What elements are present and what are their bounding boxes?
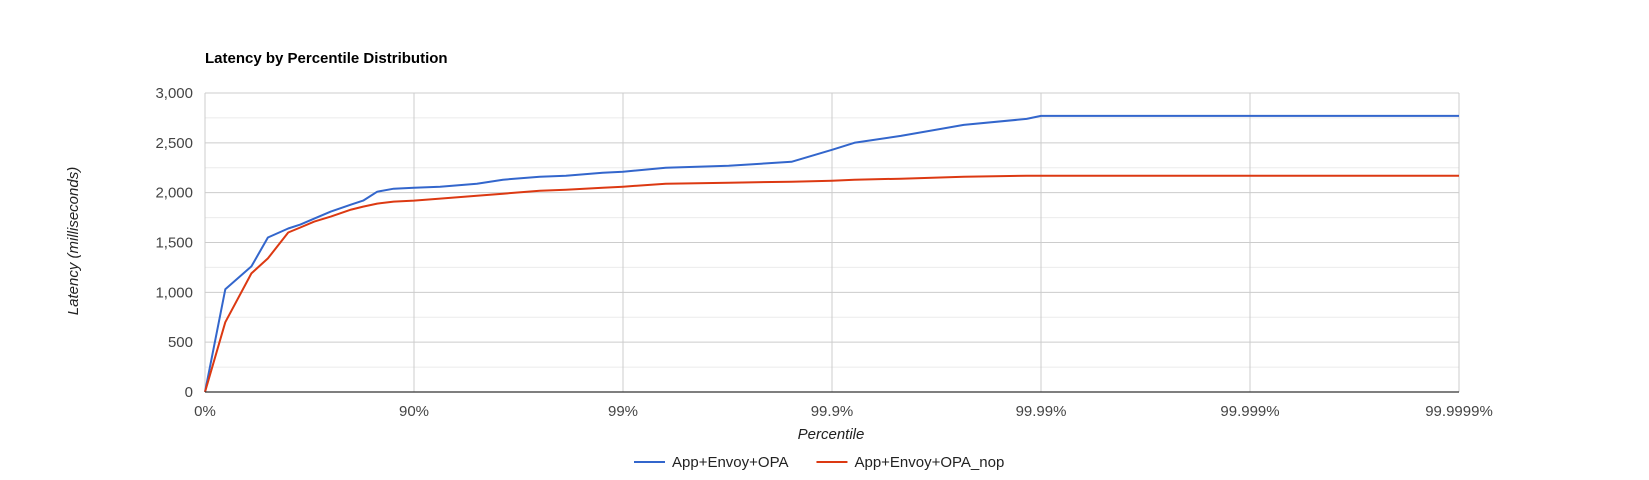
y-tick-label: 500: [168, 334, 193, 351]
x-tick-label: 90%: [399, 403, 429, 420]
legend-label: App+Envoy+OPA_nop: [854, 454, 1004, 471]
series-line: [204, 174, 1459, 393]
y-tick-label: 2,000: [155, 185, 193, 202]
series-line: [204, 114, 1459, 393]
chart-title: Latency by Percentile Distribution: [205, 50, 448, 67]
x-tick-label: 99.9%: [811, 403, 854, 420]
major-gridlines: [204, 92, 1460, 393]
x-tick-label: 99.9999%: [1425, 403, 1493, 420]
x-tick-label: 99%: [608, 403, 638, 420]
y-tick-label: 0: [185, 384, 193, 401]
x-axis-title: Percentile: [798, 426, 865, 443]
x-tick-label: 99.999%: [1220, 403, 1279, 420]
y-axis-ticks: 0 500 1,000 1,500 2,000 2,500 3,000: [155, 85, 193, 401]
legend-item: App+Envoy+OPA_nop: [816, 454, 1004, 471]
y-axis-title: Latency (milliseconds): [65, 167, 82, 315]
legend-label: App+Envoy+OPA: [672, 454, 788, 471]
series-lines: [204, 114, 1459, 393]
x-axis-ticks: 0% 90% 99% 99.9% 99.99% 99.999% 99.9999%: [194, 403, 1493, 420]
y-tick-label: 1,000: [155, 284, 193, 301]
legend: App+Envoy+OPA App+Envoy+OPA_nop: [634, 454, 1004, 471]
legend-item: App+Envoy+OPA: [634, 454, 788, 471]
y-tick-label: 1,500: [155, 235, 193, 252]
y-tick-label: 3,000: [155, 85, 193, 102]
x-tick-label: 0%: [194, 403, 216, 420]
x-tick-label: 99.99%: [1016, 403, 1067, 420]
y-tick-label: 2,500: [155, 135, 193, 152]
